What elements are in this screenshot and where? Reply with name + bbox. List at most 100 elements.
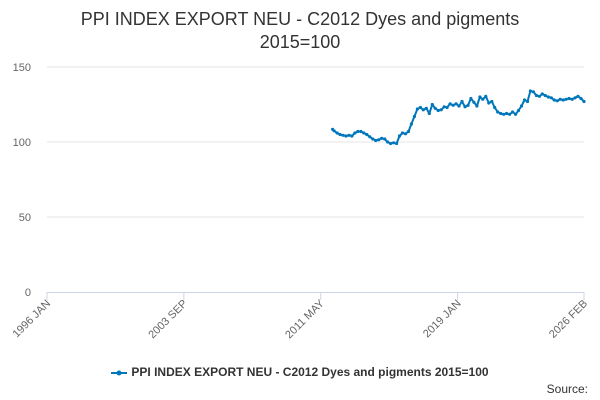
x-tick-label: 2019 JAN xyxy=(421,298,464,341)
data-point[interactable] xyxy=(481,97,485,101)
data-point[interactable] xyxy=(564,97,568,101)
chart-title: PPI INDEX EXPORT NEU - C2012 Dyes and pi… xyxy=(0,8,600,54)
data-point[interactable] xyxy=(377,138,381,142)
data-point[interactable] xyxy=(567,96,571,101)
y-tick-label: 50 xyxy=(19,212,31,224)
data-point[interactable] xyxy=(395,141,399,146)
data-point[interactable] xyxy=(368,135,372,139)
data-point[interactable] xyxy=(510,110,515,114)
data-point[interactable] xyxy=(502,112,506,116)
data-point[interactable] xyxy=(528,89,533,93)
data-point[interactable] xyxy=(505,111,509,116)
data-point[interactable] xyxy=(579,96,583,101)
data-point[interactable] xyxy=(514,112,518,116)
y-tick-label: 100 xyxy=(13,137,31,149)
legend[interactable]: PPI INDEX EXPORT NEU - C2012 Dyes and pi… xyxy=(0,365,600,379)
data-point[interactable] xyxy=(338,132,342,137)
series-layer xyxy=(331,89,586,146)
data-point[interactable] xyxy=(499,111,503,116)
data-point[interactable] xyxy=(451,103,455,107)
data-point[interactable] xyxy=(433,106,437,110)
data-point[interactable] xyxy=(365,132,369,137)
data-point[interactable] xyxy=(353,131,357,135)
data-point[interactable] xyxy=(421,108,425,112)
data-point[interactable] xyxy=(487,101,491,105)
data-point[interactable] xyxy=(362,131,366,135)
data-point[interactable] xyxy=(478,95,482,99)
data-point[interactable] xyxy=(418,105,422,110)
data-point[interactable] xyxy=(403,132,408,136)
data-point[interactable] xyxy=(335,131,339,135)
data-point[interactable] xyxy=(484,94,488,98)
data-point[interactable] xyxy=(406,129,411,134)
data-point[interactable] xyxy=(490,99,494,104)
data-point[interactable] xyxy=(412,114,416,119)
data-point[interactable] xyxy=(341,133,345,137)
data-point[interactable] xyxy=(389,141,393,146)
data-point[interactable] xyxy=(552,98,556,102)
data-point[interactable] xyxy=(540,92,544,96)
data-point[interactable] xyxy=(436,108,440,113)
data-point[interactable] xyxy=(448,102,452,106)
data-point[interactable] xyxy=(356,129,360,134)
data-point[interactable] xyxy=(439,108,443,112)
data-point[interactable] xyxy=(415,107,419,111)
data-point[interactable] xyxy=(344,134,348,138)
data-point[interactable] xyxy=(424,106,428,110)
data-point[interactable] xyxy=(496,110,500,114)
data-point[interactable] xyxy=(537,94,542,98)
legend-label: PPI INDEX EXPORT NEU - C2012 Dyes and pi… xyxy=(131,365,489,379)
data-point[interactable] xyxy=(380,136,384,140)
data-point[interactable] xyxy=(332,129,336,133)
data-point[interactable] xyxy=(546,95,550,99)
data-point[interactable] xyxy=(454,102,458,106)
data-point[interactable] xyxy=(359,129,363,134)
data-point[interactable] xyxy=(570,97,574,101)
data-point[interactable] xyxy=(508,112,512,116)
data-point[interactable] xyxy=(543,93,547,98)
data-point[interactable] xyxy=(392,141,396,145)
data-point[interactable] xyxy=(409,122,413,126)
data-point[interactable] xyxy=(475,104,479,108)
chart-title-line2: 2015=100 xyxy=(259,32,341,52)
data-point[interactable] xyxy=(374,138,378,143)
data-point[interactable] xyxy=(549,96,553,100)
data-point[interactable] xyxy=(442,105,446,109)
x-axis: 1996 JAN 2003 SEP 2011 MAY 2019 JAN 2026 FEB xyxy=(10,292,590,341)
data-point[interactable] xyxy=(582,99,586,104)
data-point[interactable] xyxy=(469,96,473,101)
source-credit[interactable]: Source: xyxy=(546,382,588,396)
data-point[interactable] xyxy=(445,105,449,110)
data-point[interactable] xyxy=(371,137,375,141)
data-point[interactable] xyxy=(576,94,580,98)
data-point[interactable] xyxy=(430,102,434,107)
data-point[interactable] xyxy=(555,99,559,103)
data-point[interactable] xyxy=(472,100,476,104)
data-point[interactable] xyxy=(457,104,461,108)
data-point[interactable] xyxy=(383,137,387,141)
data-point[interactable] xyxy=(531,90,536,94)
data-point[interactable] xyxy=(573,96,577,100)
data-point[interactable] xyxy=(516,108,521,113)
data-point[interactable] xyxy=(463,105,467,109)
data-point[interactable] xyxy=(400,131,405,135)
data-point[interactable] xyxy=(493,105,497,110)
data-point[interactable] xyxy=(347,133,351,137)
data-point[interactable] xyxy=(397,134,402,138)
data-point[interactable] xyxy=(460,99,464,104)
legend-line-icon xyxy=(111,370,128,376)
data-point[interactable] xyxy=(386,140,390,144)
data-point[interactable] xyxy=(519,104,524,108)
x-tick-label: 2003 SEP xyxy=(146,298,190,342)
x-tick-label: 2011 MAY xyxy=(283,297,327,341)
data-point[interactable] xyxy=(534,93,539,98)
data-point[interactable] xyxy=(558,97,562,101)
data-point[interactable] xyxy=(525,99,530,104)
y-axis: 0 50 100 150 xyxy=(13,62,31,299)
data-point[interactable] xyxy=(522,98,527,102)
data-point[interactable] xyxy=(350,134,354,138)
data-point[interactable] xyxy=(427,111,431,116)
data-point[interactable] xyxy=(466,103,470,107)
data-point[interactable] xyxy=(561,98,565,102)
